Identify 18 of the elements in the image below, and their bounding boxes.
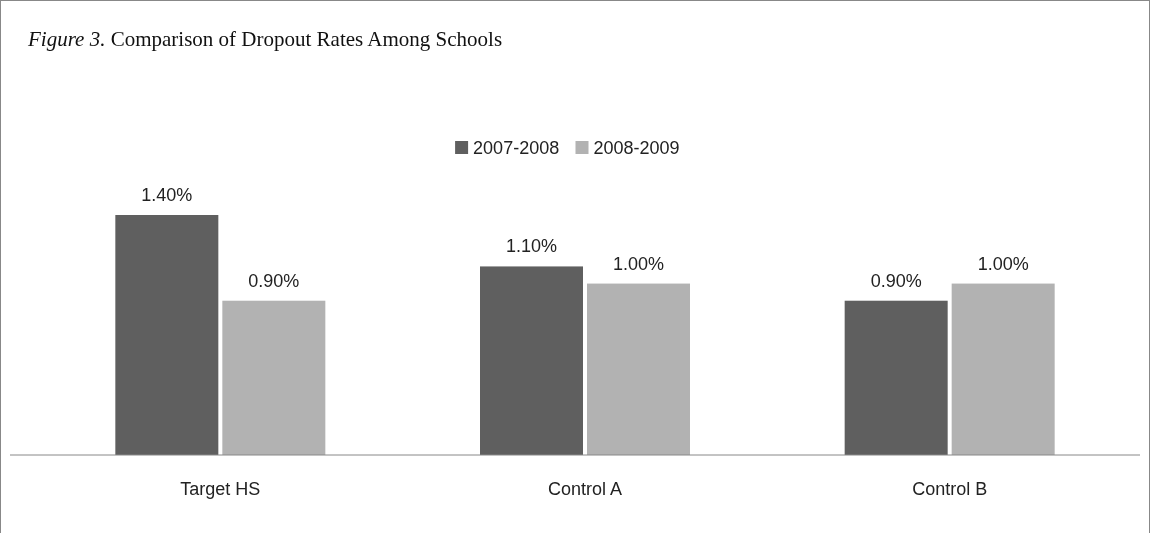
data-label: 1.40% [141,185,193,205]
legend-label: 2007-2008 [473,138,560,158]
bar [587,283,690,455]
bar [480,266,583,455]
data-label: 0.90% [870,270,922,291]
data-label: 0.90% [248,270,300,291]
data-label: 1.00% [612,253,665,274]
data-label: 1.10% [505,236,558,257]
x-tick-label: Control A [547,479,623,499]
bar [844,300,948,455]
data-label: 1.00% [977,253,1029,274]
bar [951,283,1055,455]
bar [222,300,326,455]
x-tick-label: Target HS [180,479,261,499]
x-tick-label: Control B [912,479,988,499]
bar [115,215,219,455]
chart-title: Figure 3. Comparison of Dropout Rates Among Schools [27,27,503,51]
legend-label: 2008-2009 [593,138,680,158]
